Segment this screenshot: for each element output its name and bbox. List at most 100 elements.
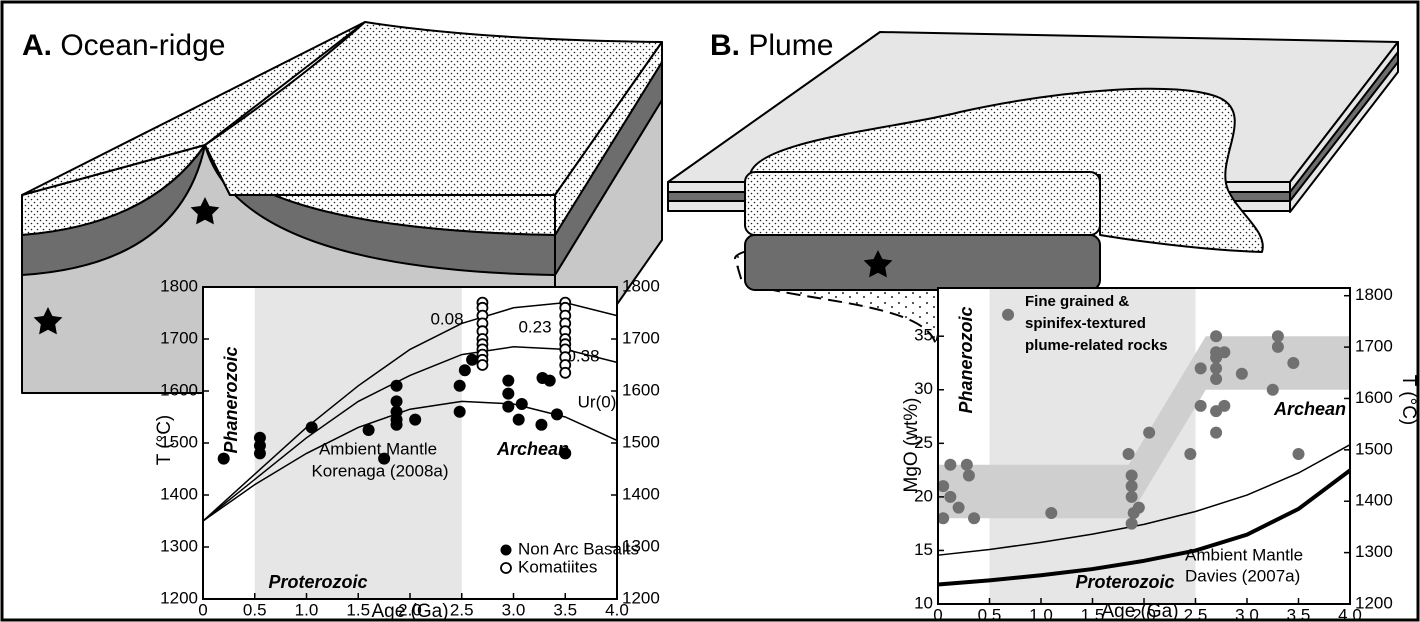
melt-star xyxy=(190,197,220,225)
melt-star xyxy=(863,250,893,278)
y-tick-label: 1800 xyxy=(160,276,198,295)
annotation: plume-related rocks xyxy=(1025,337,1168,354)
y2-tick-label: 1600 xyxy=(1355,388,1393,407)
annotation: Ur(0) xyxy=(578,392,617,411)
y2-tick-label: 1200 xyxy=(622,588,660,607)
y2-tick-label: 1800 xyxy=(622,276,660,295)
x-tick-label: 0 xyxy=(933,605,942,622)
y-tick-label: 30 xyxy=(914,379,933,398)
data-point xyxy=(1287,356,1300,369)
x-tick-label: 1.0 xyxy=(1029,605,1053,622)
annotation: Korenaga (2008a) xyxy=(311,461,448,480)
y-tick-label: 10 xyxy=(914,593,933,612)
model-curve xyxy=(937,444,1351,556)
x-tick-label: 1.5 xyxy=(346,600,370,619)
x-tick-label: 2.0 xyxy=(1132,605,1156,622)
y-tick-label: 20 xyxy=(914,486,933,505)
plume-head-dark xyxy=(744,234,1101,291)
data-point xyxy=(458,364,471,377)
annotation: Proterozoic xyxy=(1075,572,1174,592)
data-point xyxy=(1271,340,1284,353)
x-tick-label: 3.5 xyxy=(1287,605,1311,622)
y2-tick-label: 1500 xyxy=(622,432,660,451)
data-point xyxy=(466,353,479,366)
y-tick-label: 35 xyxy=(914,326,933,345)
annotation: Phanerozoic xyxy=(221,346,241,453)
x-tick-label: 2.0 xyxy=(398,600,422,619)
lithosphere-layer xyxy=(21,144,556,276)
data-point xyxy=(1210,373,1223,386)
model-curve xyxy=(202,301,618,522)
plume-diagram xyxy=(667,31,1399,346)
x-tick-label: 2.5 xyxy=(1184,605,1208,622)
data-point xyxy=(390,379,403,392)
y2-tick-label: 1300 xyxy=(1355,542,1393,561)
panel-label: A. xyxy=(22,29,52,62)
y-tick-label: 1400 xyxy=(160,484,198,503)
y-tick-label: 25 xyxy=(914,433,933,452)
y2-tick-label: 1300 xyxy=(622,536,660,555)
data-point xyxy=(1125,469,1138,482)
panel-label: B. xyxy=(710,29,740,62)
data-point xyxy=(550,408,563,421)
data-point xyxy=(390,418,403,431)
data-point xyxy=(515,398,528,410)
x-tick-label: 4.0 xyxy=(605,600,629,619)
data-point xyxy=(937,480,950,493)
panel-name: Plume xyxy=(748,29,833,62)
data-point xyxy=(409,413,422,426)
data-point xyxy=(952,501,965,514)
data-point xyxy=(1210,330,1223,343)
data-point xyxy=(968,512,981,525)
y2-tick-label: 1800 xyxy=(1355,285,1393,304)
model-curve xyxy=(202,400,618,522)
data-point xyxy=(502,400,515,413)
data-point xyxy=(960,458,973,471)
y2-axis-label: T (°C) xyxy=(1398,375,1419,426)
y-axis-label: T (°C) xyxy=(154,415,175,466)
x-axis-label: Age (Ga) xyxy=(371,601,448,622)
chart-0: A. Ocean-ridge 0.08 0.23 0.38 Non Arc Basalt… xyxy=(22,29,660,622)
y-tick-label: 1500 xyxy=(160,432,198,451)
x-tick-label: 0 xyxy=(198,600,207,619)
annotation: Fine grained & xyxy=(1025,293,1129,310)
data-point xyxy=(1266,383,1279,396)
data-point xyxy=(1194,399,1207,412)
curve-label: 0.23 xyxy=(518,317,551,336)
y-tick-label: 1600 xyxy=(160,380,198,399)
y2-tick-label: 1600 xyxy=(622,380,660,399)
annotation: Ambient Mantle xyxy=(1185,545,1303,564)
annotation: Phanerozoic xyxy=(956,306,976,413)
data-point xyxy=(944,490,957,503)
legend-label: Non Arc Basalts xyxy=(518,539,639,558)
data-point xyxy=(1235,367,1248,380)
ridge-diagram xyxy=(21,21,663,394)
y2-tick-label: 1700 xyxy=(622,328,660,347)
data-point xyxy=(476,359,489,371)
data-point xyxy=(1218,399,1231,412)
data-point xyxy=(937,512,950,525)
plume-head-front xyxy=(744,171,1101,236)
x-tick-label: 0.5 xyxy=(243,600,267,619)
plume-head-surface xyxy=(749,87,1264,253)
annotation: Archean xyxy=(1273,399,1346,419)
curve-label: 0.38 xyxy=(566,346,599,365)
data-point xyxy=(944,458,957,471)
data-point xyxy=(1132,501,1145,514)
annotation: Proterozoic xyxy=(268,572,367,592)
data-point xyxy=(1271,330,1284,343)
y-tick-label: 15 xyxy=(914,540,933,559)
data-point xyxy=(217,452,230,465)
data-point xyxy=(962,469,975,482)
x-tick-label: 0.5 xyxy=(978,605,1002,622)
legend-label: Komatiites xyxy=(518,557,597,576)
data-point xyxy=(362,424,375,436)
panel-title: A. Ocean-ridge xyxy=(22,29,225,62)
curve-label: 0.08 xyxy=(430,309,463,328)
legend-marker xyxy=(500,562,512,574)
data-point xyxy=(1002,308,1015,321)
mgo-band xyxy=(938,336,1350,519)
x-axis-label: Age (Ga) xyxy=(1101,601,1178,622)
annotation: Archean xyxy=(496,439,569,459)
x-tick-label: 1.0 xyxy=(295,600,319,619)
